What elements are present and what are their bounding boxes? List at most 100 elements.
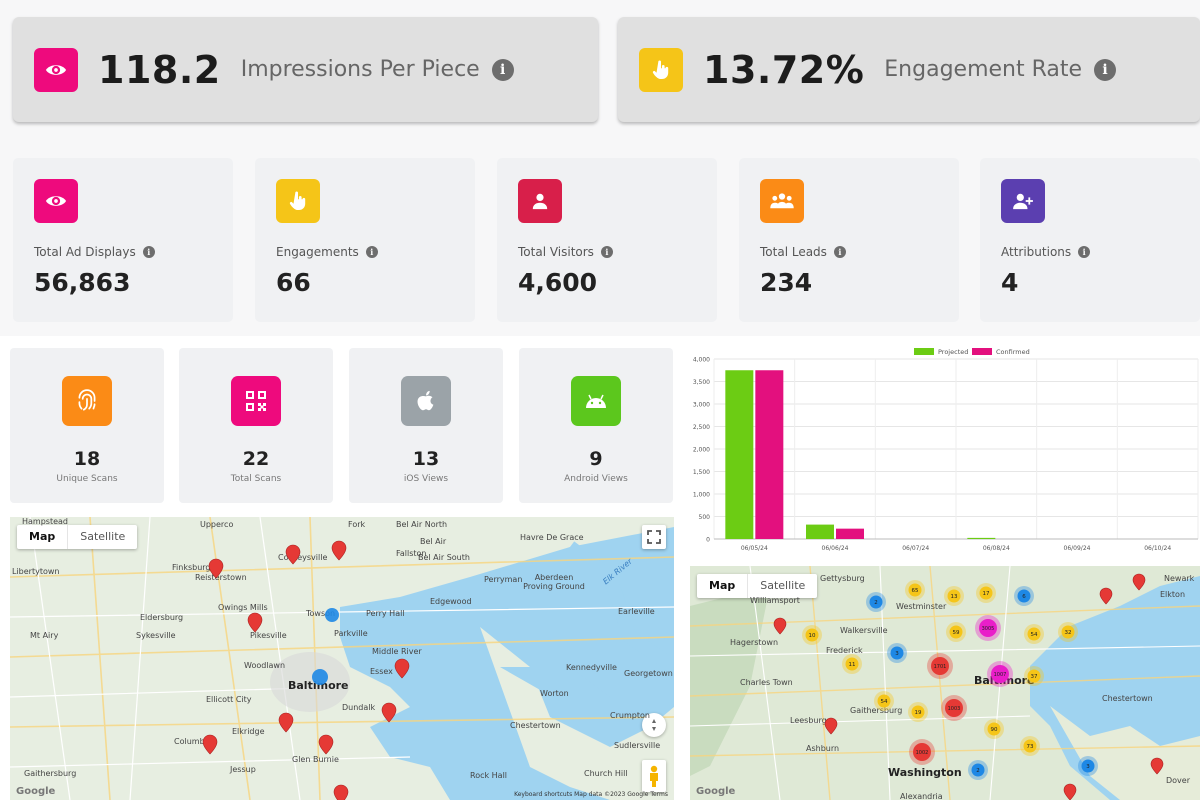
y-tick-label: 2,500: [693, 424, 710, 431]
fingerprint-icon: [62, 376, 112, 426]
map-place-label: Fork: [348, 520, 366, 529]
map-place-label: Perryman: [484, 575, 523, 584]
map-place-label: Elkridge: [232, 727, 265, 736]
legend-swatch-confirmed: [972, 348, 992, 355]
x-tick-label: 06/09/24: [1064, 545, 1091, 552]
map-place-label: Edgewood: [430, 597, 472, 606]
map-place-label: Hampstead: [22, 517, 68, 526]
total-visitors-card: Total Visitors i 4,600: [497, 158, 717, 322]
map-place-label: Parkville: [334, 629, 368, 638]
map-place-label: Crumpton: [610, 711, 650, 720]
map-place-label: Chestertown: [1102, 694, 1153, 703]
map-type-toggle[interactable]: Map Satellite: [17, 525, 138, 549]
map-place-label: Eldersburg: [140, 613, 184, 622]
bar-projected-06-05-24: [725, 370, 754, 539]
y-tick-label: 3,500: [693, 379, 710, 386]
map-type-map[interactable]: Map: [697, 574, 749, 598]
map-type-toggle[interactable]: Map Satellite: [697, 574, 818, 598]
impressions-per-piece-tile: 118.2 Impressions Per Piece i: [13, 17, 598, 122]
map-place-label: Williamsport: [750, 596, 800, 605]
y-tick-label: 2,000: [693, 447, 710, 454]
map-place-label: Woodlawn: [244, 661, 286, 670]
small-card-value: 13: [412, 448, 440, 470]
fullscreen-icon[interactable]: [642, 525, 666, 549]
map-type-satellite[interactable]: Satellite: [760, 579, 806, 592]
card-value: 56,863: [34, 268, 131, 297]
map-place-label: Alexandria: [900, 792, 943, 800]
android-views-card: 9 Android Views: [519, 348, 673, 503]
scan-locations-map[interactable]: Map Satellite Hampstead Upperco Fork Bel…: [10, 517, 674, 800]
small-card-value: 22: [242, 448, 270, 470]
map-place-label: Essex: [370, 667, 393, 676]
map-place-label: Sudlersville: [614, 741, 661, 750]
map-place-label: Dover: [1166, 776, 1190, 785]
card-label: Total Leads: [760, 245, 827, 259]
small-card-label: iOS Views: [403, 474, 449, 484]
map-place-label: Fallston: [396, 549, 427, 558]
map-place-label: Chestertown: [510, 721, 561, 730]
map-place-label: Ashburn: [806, 744, 840, 753]
y-tick-label: 1,000: [693, 492, 710, 499]
eye-icon: [34, 179, 78, 223]
map-place-label: Perry Hall: [366, 609, 405, 618]
total-scans-card: 22 Total Scans: [179, 348, 333, 503]
map-place-label: Sykesville: [136, 631, 176, 640]
group-icon: [760, 179, 804, 223]
info-icon[interactable]: i: [600, 246, 613, 258]
map-footer[interactable]: Keyboard shortcuts Map data ©2023 Google…: [514, 791, 668, 798]
map-place-label: Jessup: [230, 765, 256, 774]
map-place-label: Kennedyville: [566, 663, 617, 672]
map-place-label: Cockeysville: [278, 553, 328, 562]
map-place-label: Havre De Grace: [520, 533, 584, 542]
map-place-label: Libertytown: [12, 567, 60, 576]
info-icon[interactable]: i: [1094, 58, 1117, 81]
x-tick-label: 06/05/24: [741, 545, 768, 552]
card-value: 66: [276, 268, 311, 297]
small-card-label: Android Views: [564, 474, 628, 484]
map-place-label: Worton: [540, 689, 569, 698]
google-logo: Google: [16, 786, 56, 797]
map-place-label: Towson: [306, 609, 336, 618]
map-place-label: Reisterstown: [195, 573, 247, 582]
map-place-label: Owings Mills: [218, 603, 268, 612]
y-tick-label: 4,000: [693, 357, 710, 364]
small-card-label: Total Scans: [230, 474, 282, 484]
map-type-satellite[interactable]: Satellite: [80, 530, 126, 543]
projected-confirmed-bar-chart: 0 500 1,000 1,500 2,000 2,500 3,000 3,500 4,000 0…: [688, 345, 1200, 557]
info-icon[interactable]: i: [833, 246, 846, 258]
y-tick-label: 1,500: [693, 469, 710, 476]
map-place-label: Elkton: [1160, 590, 1186, 599]
visitor-heatmap-map[interactable]: Map Satellite Gettysburg Williamsport Ha…: [690, 566, 1200, 800]
chart-svg: 0 500 1,000 1,500 2,000 2,500 3,000 3,500 4,000 0…: [693, 348, 1199, 552]
map-place-label: Hagerstown: [730, 638, 779, 647]
attributions-card: Attributions i 4: [980, 158, 1200, 322]
map-place-label: Newark: [1164, 574, 1195, 583]
map-rotate-icon[interactable]: [642, 713, 666, 737]
pointer-hand-icon: [276, 179, 320, 223]
x-tick-label: 06/07/24: [902, 545, 929, 552]
unique-scans-card: 18 Unique Scans: [10, 348, 164, 503]
engagement-rate-label: Engagement Rate: [884, 57, 1083, 82]
qr-code-icon: [231, 376, 281, 426]
info-icon[interactable]: i: [142, 246, 155, 258]
info-icon[interactable]: i: [365, 246, 378, 258]
map-place-label: Bel Air: [420, 537, 447, 546]
street-view-pegman-icon[interactable]: [642, 760, 666, 792]
map-place-label: Leesburg: [790, 716, 827, 725]
card-label: Engagements: [276, 245, 359, 259]
google-logo: Google: [696, 786, 736, 797]
bar-projected-06-08-24: [967, 537, 996, 539]
map-place-label: Upperco: [200, 520, 234, 529]
bar-confirmed-06-06-24: [836, 528, 864, 539]
small-card-label: Unique Scans: [56, 474, 118, 484]
map-background: [10, 517, 674, 800]
impressions-per-piece-value: 118.2: [98, 47, 221, 92]
map-place-label: Columbia: [174, 737, 212, 746]
map-place-label: Gaithersburg: [24, 769, 77, 778]
card-value: 234: [760, 268, 813, 297]
legend-label-confirmed: Confirmed: [996, 348, 1030, 356]
info-icon[interactable]: i: [1078, 246, 1091, 258]
info-icon[interactable]: i: [491, 58, 514, 81]
engagements-card: Engagements i 66: [255, 158, 475, 322]
map-type-map[interactable]: Map: [17, 525, 69, 549]
